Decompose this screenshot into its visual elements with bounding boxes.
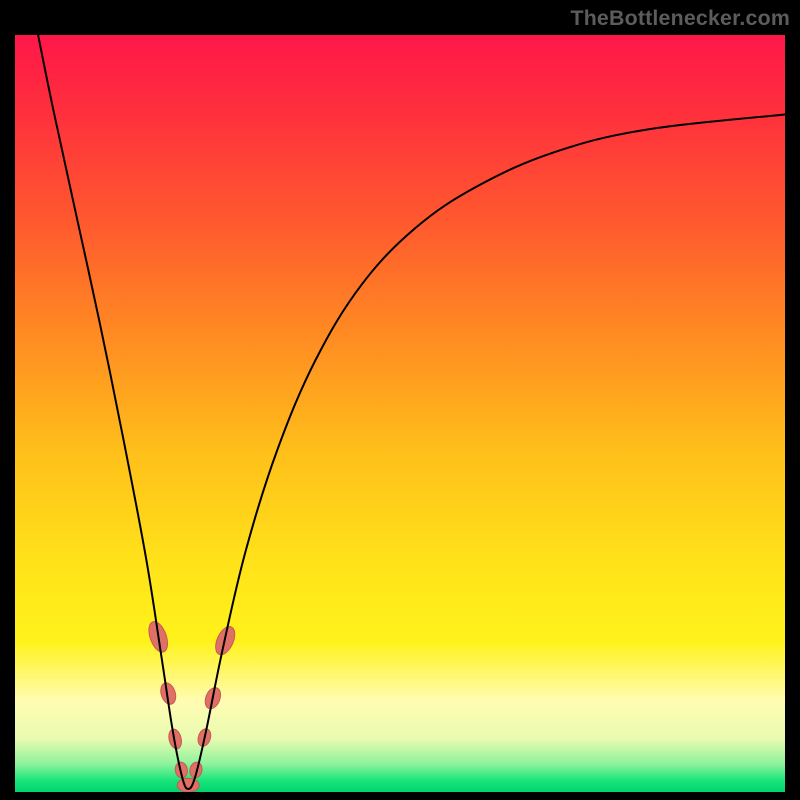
watermark-text: TheBottlenecker.com — [570, 6, 790, 31]
curve-marker — [177, 778, 199, 792]
plot-background — [15, 35, 785, 792]
bottleneck-chart — [0, 0, 800, 800]
chart-stage: TheBottlenecker.com — [0, 0, 800, 800]
